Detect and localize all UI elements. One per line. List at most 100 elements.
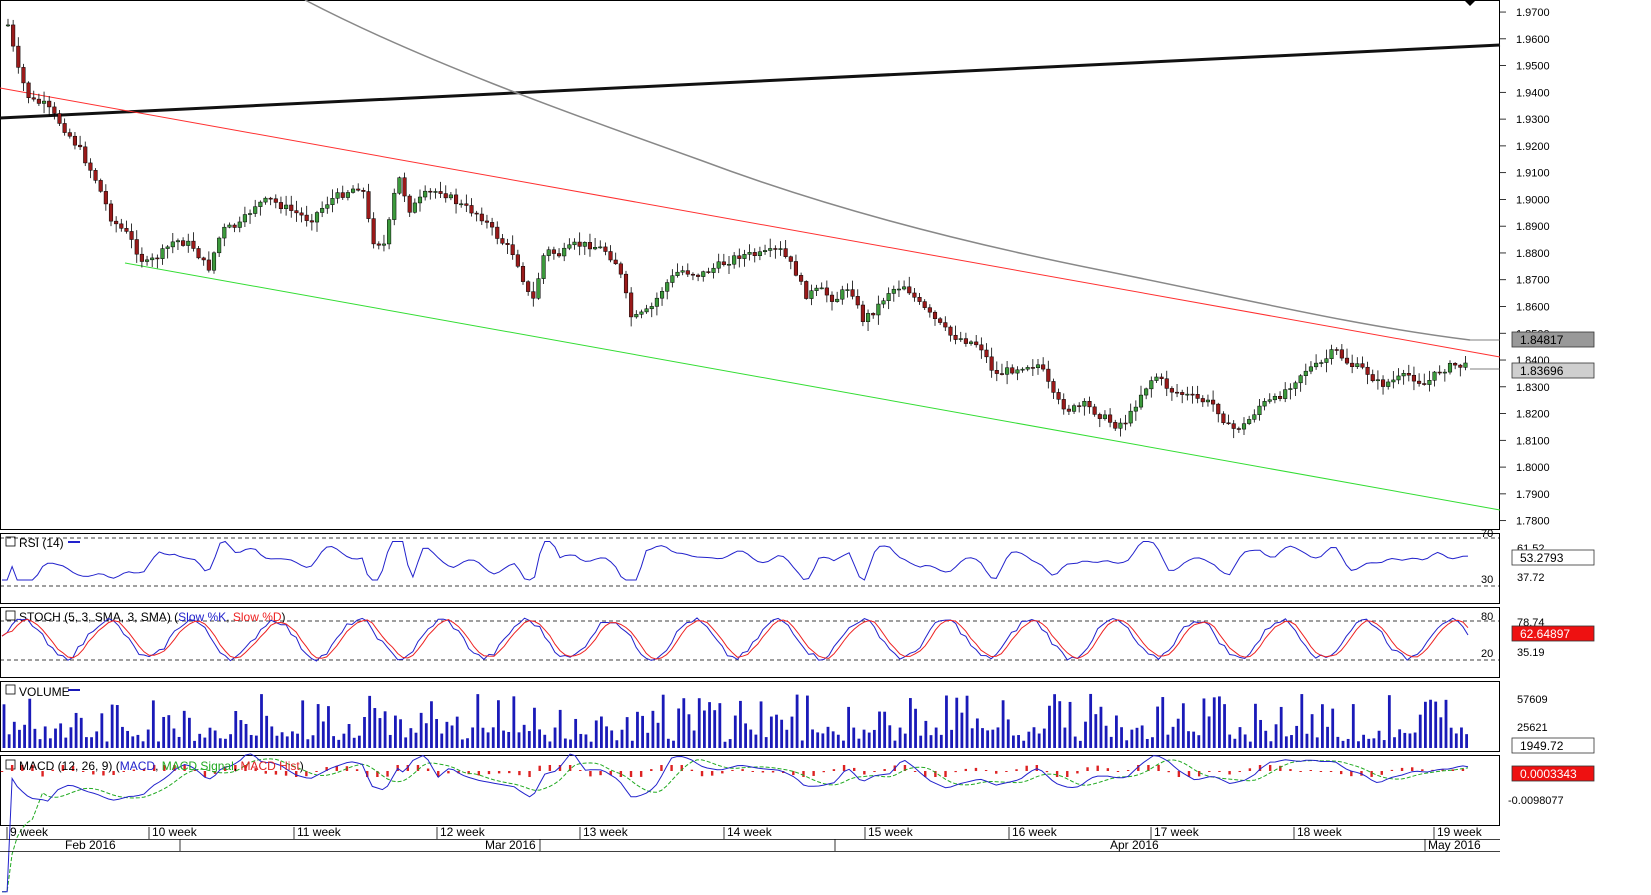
volume-bar [445, 721, 449, 748]
macd-hist-bar [924, 771, 927, 777]
volume-bar [1290, 735, 1293, 748]
volume-bar [1248, 741, 1252, 748]
candle [1442, 368, 1447, 382]
candle [495, 221, 500, 245]
candle [634, 310, 639, 319]
volume-bar [888, 725, 892, 748]
candle [67, 128, 72, 139]
volume-bar [1336, 736, 1340, 748]
candle [124, 220, 129, 234]
volume-bar [352, 737, 356, 748]
ma-value-label: 1.84817 [1520, 333, 1564, 347]
candle [88, 158, 93, 179]
macd-close-icon[interactable] [5, 759, 16, 770]
candle [603, 242, 608, 256]
candle [1102, 410, 1108, 421]
candle [701, 270, 706, 282]
candle [752, 248, 757, 263]
candle [42, 91, 47, 114]
volume-bar [414, 732, 418, 748]
candle [829, 291, 835, 311]
volume-bar [224, 738, 227, 748]
macd-hist-bar [954, 771, 957, 773]
macd-hist-bar [203, 771, 207, 777]
volume-bar [1444, 699, 1448, 748]
volume-bar [1424, 701, 1427, 748]
volume-bar [1156, 706, 1159, 748]
candle [428, 188, 433, 200]
macd-hist-bar [366, 771, 369, 777]
candle [170, 232, 175, 254]
scroll-marker-icon[interactable] [1464, 0, 1476, 6]
candle [484, 214, 489, 229]
volume-bar [218, 738, 222, 748]
candle [273, 194, 278, 209]
candle [217, 236, 222, 258]
candle [78, 135, 83, 150]
volume-bar [1331, 708, 1335, 748]
stoch-title: STOCH (5, 3, SMA, 3, SMA) [19, 610, 171, 624]
volume-bar [1315, 737, 1319, 748]
candle [938, 317, 943, 326]
volume-bar [1130, 729, 1134, 748]
candle [1087, 396, 1092, 414]
candle [881, 297, 886, 309]
candle [1334, 347, 1339, 355]
volume-bar [1068, 701, 1072, 748]
volume-close-icon[interactable] [5, 684, 16, 695]
volume-bar [1084, 721, 1087, 748]
candle [284, 195, 289, 216]
candle [103, 184, 108, 211]
rsi-line [2, 540, 1469, 581]
volume-bar [1465, 734, 1468, 748]
macd-hist-bar [71, 765, 75, 771]
candle [860, 300, 865, 327]
candle [515, 249, 520, 269]
macd-hist-bar [842, 765, 846, 771]
candle [181, 237, 186, 247]
macd-hist-bar [0, 771, 4, 772]
volume-bar [945, 695, 948, 748]
macd-hist-bar [386, 771, 389, 777]
volume-bar [1094, 714, 1098, 748]
volume-bar [188, 717, 191, 748]
volume-bar [1284, 736, 1288, 748]
volume-bar [749, 729, 753, 748]
rsi-close-icon[interactable] [5, 536, 16, 547]
volume-bar [280, 732, 284, 748]
candle [618, 261, 623, 279]
candle [783, 240, 788, 259]
macd-hist-bar [457, 771, 460, 774]
stoch-level-20: 20 [1481, 648, 1493, 660]
candle [1180, 389, 1185, 404]
y-tick-label: 1.8100 [1516, 435, 1550, 447]
candle [1329, 344, 1334, 365]
macd-hist-bar [558, 765, 562, 771]
candle [1370, 369, 1375, 383]
candle [871, 312, 876, 319]
week-label: 14 week [727, 825, 773, 839]
macd-hist-bar [102, 771, 105, 776]
volume-bar [476, 694, 480, 748]
stoch-close-icon[interactable] [5, 610, 16, 621]
volume-bar [301, 700, 305, 748]
candle [1200, 395, 1205, 407]
candle [809, 284, 814, 306]
candle [994, 361, 999, 382]
volume-bar [1254, 703, 1257, 748]
candle [1025, 365, 1030, 372]
volume-bar [1300, 694, 1304, 748]
macd-hist-bar [1411, 767, 1414, 771]
volume-bar [661, 694, 665, 748]
volume-bar [33, 728, 37, 748]
macd-hist-bar [183, 765, 186, 771]
candle [1123, 414, 1128, 431]
candle [134, 230, 139, 263]
macd-hist-bar [1055, 771, 1059, 777]
candle [402, 172, 407, 203]
candle [1061, 393, 1066, 415]
volume-bar [806, 695, 809, 748]
volume-bar [790, 716, 794, 748]
volume-bar [1434, 701, 1438, 748]
candle [356, 183, 361, 192]
